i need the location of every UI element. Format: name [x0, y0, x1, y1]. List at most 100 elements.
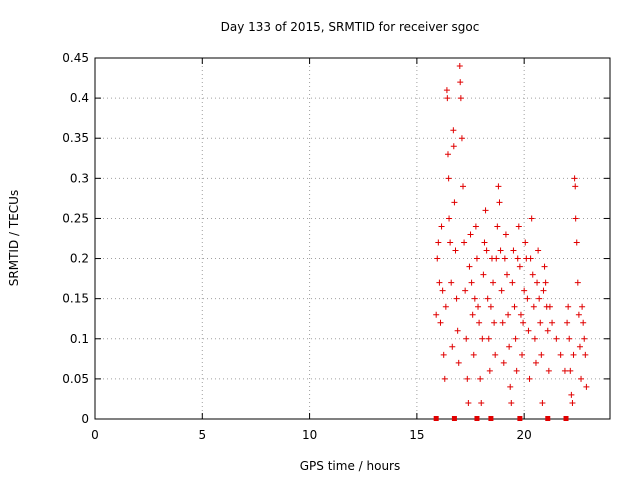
data-point: [512, 335, 519, 342]
data-point: [582, 351, 589, 358]
data-point: [462, 287, 469, 294]
data-point: [490, 279, 497, 286]
data-point: [455, 359, 462, 366]
data-point: [542, 279, 549, 286]
data-point: [487, 303, 494, 310]
y-tick-label: 0.3: [70, 171, 89, 185]
data-point: [574, 279, 581, 286]
y-tick-label: 0.25: [62, 211, 89, 225]
data-point: [485, 335, 492, 342]
data-point: [527, 255, 534, 262]
data-point: [520, 319, 527, 326]
data-point: [479, 335, 486, 342]
y-tick-label: 0.15: [62, 292, 89, 306]
zero-marker: [488, 416, 494, 421]
data-point: [498, 287, 505, 294]
data-point: [448, 279, 455, 286]
data-point: [476, 319, 483, 326]
data-point: [445, 175, 452, 182]
data-point: [526, 375, 533, 382]
data-point: [470, 351, 477, 358]
data-point: [578, 375, 585, 382]
data-point: [569, 399, 576, 406]
data-point: [473, 255, 480, 262]
data-point: [566, 335, 573, 342]
data-point: [508, 399, 515, 406]
data-point: [491, 319, 498, 326]
y-tick-label: 0.2: [70, 252, 89, 266]
data-point: [434, 255, 441, 262]
y-tick-label: 0.35: [62, 131, 89, 145]
axis-ticks: [94, 57, 610, 420]
data-point: [534, 279, 541, 286]
data-point: [583, 383, 590, 390]
data-point: [549, 319, 556, 326]
data-point: [546, 303, 553, 310]
data-point: [573, 239, 580, 246]
data-point: [561, 367, 568, 374]
chart-title: Day 133 of 2015, SRMTID for receiver sgo…: [221, 20, 480, 34]
data-point: [437, 319, 444, 326]
data-point: [467, 231, 474, 238]
zero-marker: [451, 416, 457, 421]
data-point: [457, 95, 464, 102]
data-point: [444, 95, 451, 102]
data-point: [481, 239, 488, 246]
data-point: [540, 287, 547, 294]
y-tick-label: 0.4: [70, 91, 89, 105]
x-tick-label: 20: [517, 428, 532, 442]
data-point: [525, 327, 532, 334]
data-point: [515, 223, 522, 230]
data-point: [436, 279, 443, 286]
data-point: [499, 319, 506, 326]
data-point: [456, 63, 463, 70]
y-axis-label: SRMTID / TECUs: [7, 190, 21, 286]
data-point: [441, 375, 448, 382]
data-point: [580, 319, 587, 326]
data-point: [568, 391, 575, 398]
data-point: [572, 183, 579, 190]
data-point: [516, 263, 523, 270]
data-point: [528, 215, 535, 222]
data-point: [460, 183, 467, 190]
y-tick-label: 0.1: [70, 332, 89, 346]
data-point: [450, 127, 457, 134]
data-point: [522, 239, 529, 246]
data-point: [480, 271, 487, 278]
data-point: [579, 303, 586, 310]
data-point: [486, 367, 493, 374]
data-point: [449, 343, 456, 350]
data-point: [492, 351, 499, 358]
data-point: [509, 279, 516, 286]
x-tick-label: 0: [91, 428, 99, 442]
data-point: [447, 239, 454, 246]
data-point: [576, 343, 583, 350]
data-point: [453, 295, 460, 302]
data-point: [457, 79, 464, 86]
y-tick-label: 0.05: [62, 372, 89, 386]
data-point: [570, 351, 577, 358]
zero-marker: [517, 416, 523, 421]
data-point: [535, 247, 542, 254]
x-tick-label: 10: [302, 428, 317, 442]
data-point: [545, 367, 552, 374]
data-point: [472, 223, 479, 230]
data-points: [433, 63, 590, 421]
data-point: [502, 231, 509, 238]
data-point: [530, 303, 537, 310]
zero-marker: [563, 416, 569, 421]
data-point: [519, 351, 526, 358]
data-point: [564, 319, 571, 326]
data-point: [517, 311, 524, 318]
x-tick-label: 5: [198, 428, 206, 442]
data-point: [439, 287, 446, 294]
data-point: [553, 335, 560, 342]
data-point: [451, 199, 458, 206]
data-point: [477, 375, 484, 382]
data-point: [497, 247, 504, 254]
data-point: [475, 303, 482, 310]
data-point: [565, 303, 572, 310]
data-point: [501, 255, 508, 262]
data-point: [494, 223, 501, 230]
